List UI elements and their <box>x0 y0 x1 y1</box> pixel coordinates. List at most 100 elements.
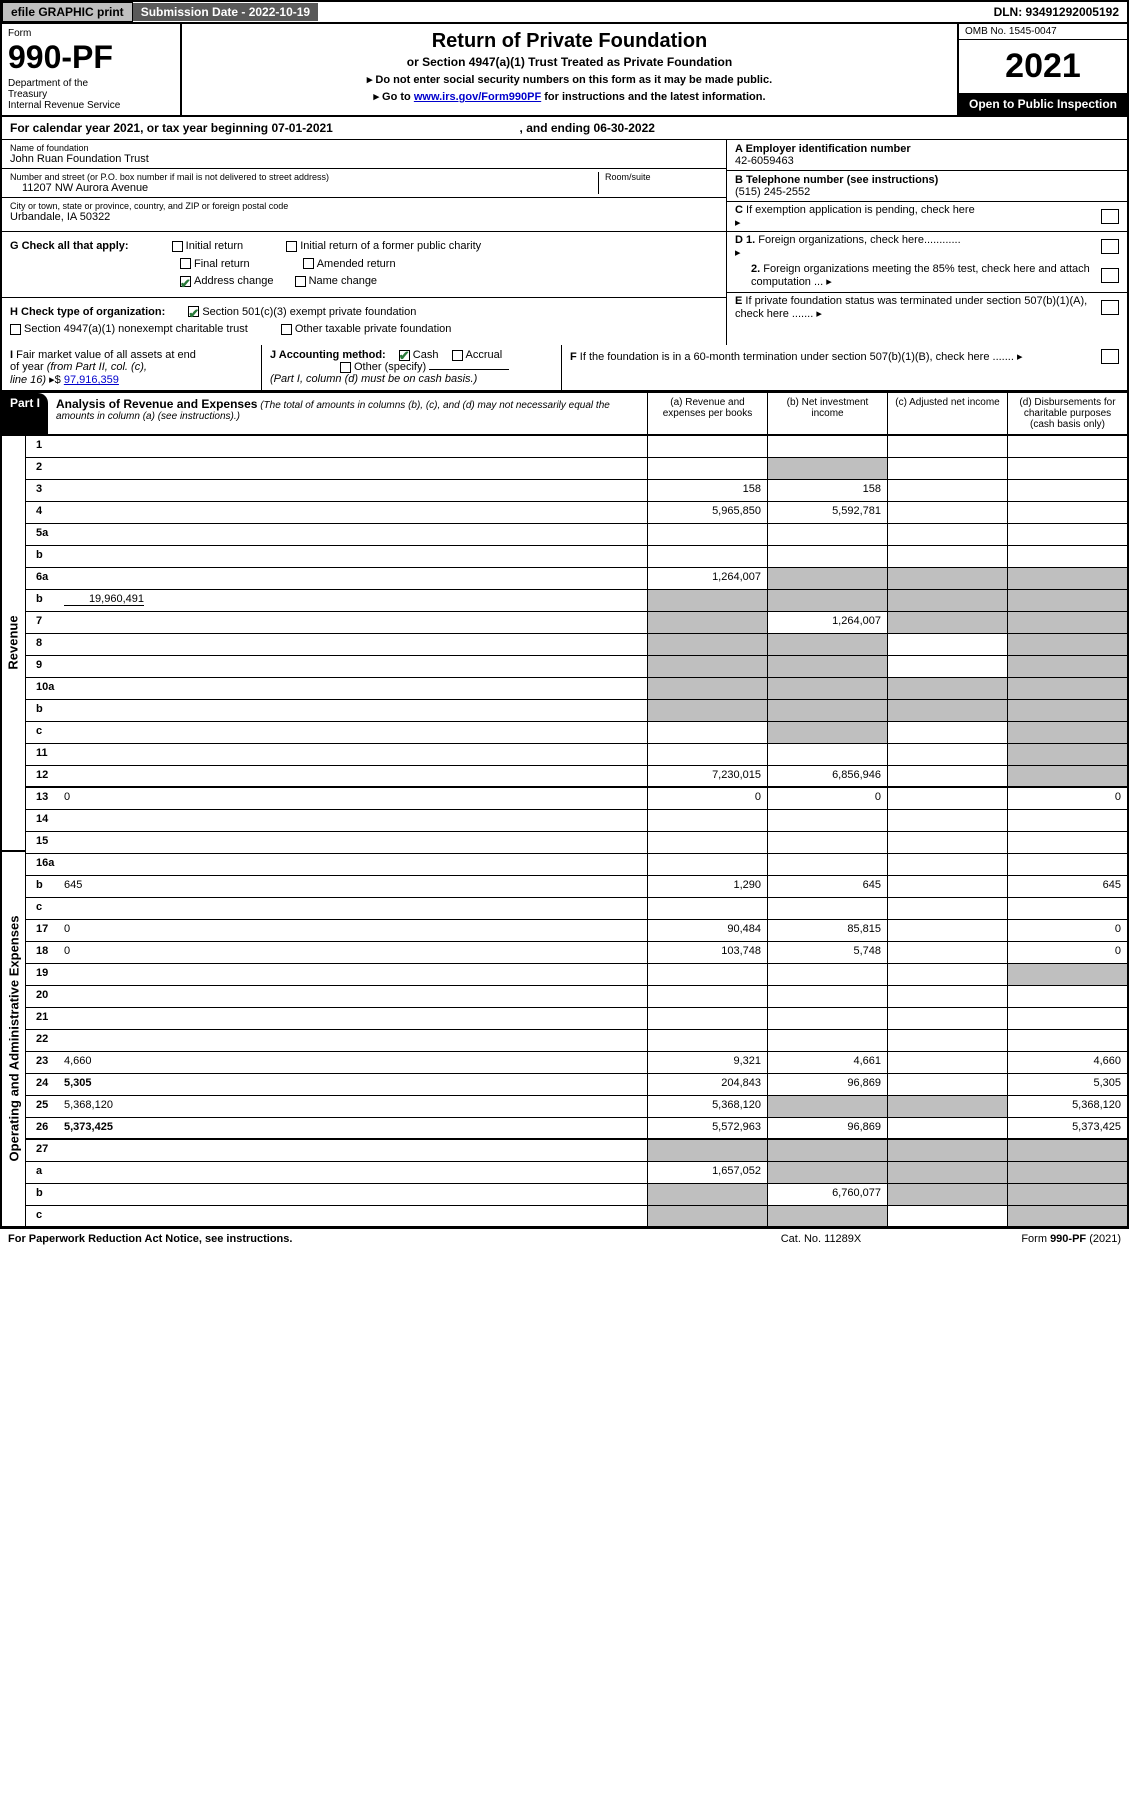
col-a-val: 90,484 <box>647 920 767 941</box>
address-change-cb[interactable] <box>180 276 191 287</box>
line-25: 255,368,1205,368,1205,368,120 <box>26 1096 1129 1118</box>
line-11: 11 <box>26 744 1129 766</box>
col-b: (b) Net investment income <box>767 393 887 434</box>
linedesc <box>60 810 647 831</box>
omb: OMB No. 1545-0047 <box>959 24 1127 40</box>
linenum: 27 <box>26 1140 60 1161</box>
f-label: F If the foundation is in a 60-month ter… <box>570 350 1097 363</box>
col-a-val <box>647 678 767 699</box>
name-change-cb[interactable] <box>295 276 306 287</box>
col-c-val <box>887 458 1007 479</box>
col-d: (d) Disbursements for charitable purpose… <box>1007 393 1127 434</box>
col-d-val <box>1007 1184 1127 1205</box>
form-ref: Form 990-PF (2021) <box>921 1233 1121 1245</box>
col-d-val: 5,368,120 <box>1007 1096 1127 1117</box>
final-return-cb[interactable] <box>180 258 191 269</box>
col-b-val: 96,869 <box>767 1118 887 1138</box>
col-c-val <box>887 1162 1007 1183</box>
linedesc: 645 <box>60 876 647 897</box>
accrual-cb[interactable] <box>452 350 463 361</box>
col-c-val <box>887 436 1007 457</box>
col-d-val <box>1007 744 1127 765</box>
line-20: 20 <box>26 986 1129 1008</box>
linenum: 13 <box>26 788 60 809</box>
cash-cb[interactable] <box>399 350 410 361</box>
col-b-val: 96,869 <box>767 1074 887 1095</box>
linedesc: 4,660 <box>60 1052 647 1073</box>
linenum: 8 <box>26 634 60 655</box>
col-d-val <box>1007 502 1127 523</box>
form-label: Form <box>8 28 174 39</box>
line-26: 265,373,4255,572,96396,8695,373,425 <box>26 1118 1129 1140</box>
col-b-val <box>767 568 887 589</box>
col-a-val <box>647 810 767 831</box>
initial-return-cb[interactable] <box>172 241 183 252</box>
irs-link[interactable]: www.irs.gov/Form990PF <box>414 91 541 103</box>
form-header: Form 990-PF Department of theTreasuryInt… <box>0 24 1129 117</box>
addr-label: Number and street (or P.O. box number if… <box>10 172 598 182</box>
line-b: b6451,290645645 <box>26 876 1129 898</box>
linenum: 16a <box>26 854 60 875</box>
col-b-val: 158 <box>767 480 887 501</box>
col-a-val: 7,230,015 <box>647 766 767 786</box>
initial-former-cb[interactable] <box>286 241 297 252</box>
linenum: 1 <box>26 436 60 457</box>
col-c-val <box>887 1030 1007 1051</box>
501c3-cb[interactable] <box>188 306 199 317</box>
col-a: (a) Revenue and expenses per books <box>647 393 767 434</box>
linenum: 5a <box>26 524 60 545</box>
col-a-val <box>647 1206 767 1226</box>
col-b-val <box>767 744 887 765</box>
linedesc <box>60 1140 647 1161</box>
col-c-val <box>887 832 1007 853</box>
col-c-val <box>887 788 1007 809</box>
e-cb[interactable] <box>1101 300 1119 315</box>
f-cb[interactable] <box>1101 349 1119 364</box>
col-a-val: 1,264,007 <box>647 568 767 589</box>
col-b-val <box>767 832 887 853</box>
other-method-cb[interactable] <box>340 362 351 373</box>
col-d-val <box>1007 1008 1127 1029</box>
col-a-val <box>647 986 767 1007</box>
col-a-val: 0 <box>647 788 767 809</box>
linenum: 17 <box>26 920 60 941</box>
linenum: 2 <box>26 458 60 479</box>
col-d-val: 0 <box>1007 920 1127 941</box>
line-c: c <box>26 722 1129 744</box>
other-taxable-cb[interactable] <box>281 324 292 335</box>
col-d-val <box>1007 568 1127 589</box>
col-c: (c) Adjusted net income <box>887 393 1007 434</box>
submission-date: Submission Date - 2022-10-19 <box>133 3 318 21</box>
efile-print-btn[interactable]: efile GRAPHIC print <box>2 2 133 22</box>
col-d-val <box>1007 524 1127 545</box>
d2-cb[interactable] <box>1101 268 1119 283</box>
linedesc <box>60 524 647 545</box>
col-d-val <box>1007 546 1127 567</box>
col-a-val <box>647 854 767 875</box>
4947-cb[interactable] <box>10 324 21 335</box>
linenum: 25 <box>26 1096 60 1117</box>
col-b-val <box>767 590 887 611</box>
col-c-val <box>887 854 1007 875</box>
col-b-val <box>767 1008 887 1029</box>
amended-cb[interactable] <box>303 258 314 269</box>
addr: 11207 NW Aurora Avenue <box>10 182 598 194</box>
line-b: b <box>26 546 1129 568</box>
col-a-val <box>647 832 767 853</box>
col-a-val: 5,368,120 <box>647 1096 767 1117</box>
c-checkbox[interactable] <box>1101 209 1119 224</box>
linenum: 19 <box>26 964 60 985</box>
linenum: b <box>26 546 60 567</box>
dept: Department of theTreasuryInternal Revenu… <box>8 78 174 111</box>
form-title: Return of Private Foundation <box>190 30 949 53</box>
linedesc: 19,960,491 <box>60 590 647 611</box>
g-h-section: G Check all that apply: Initial return I… <box>0 231 1129 345</box>
ijf-row: I Fair market value of all assets at end… <box>0 345 1129 392</box>
line-6a: 6a1,264,007 <box>26 568 1129 590</box>
col-d-val <box>1007 1162 1127 1183</box>
line-2: 2 <box>26 458 1129 480</box>
d1-cb[interactable] <box>1101 239 1119 254</box>
line-13: 130000 <box>26 788 1129 810</box>
line-27: 27 <box>26 1140 1129 1162</box>
note-ssn: ▸ Do not enter social security numbers o… <box>190 73 949 86</box>
